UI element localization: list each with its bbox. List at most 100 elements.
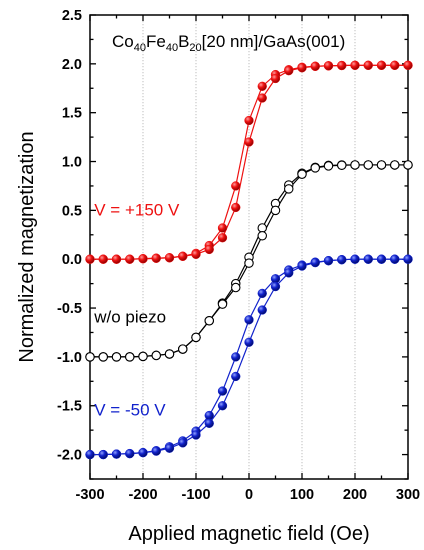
data-point (98, 449, 108, 460)
data-series (85, 60, 413, 460)
data-point (257, 231, 267, 241)
data-point (125, 254, 135, 264)
data-point (390, 254, 400, 264)
chart-title-text: Co40Fe40B20[20 nm]/GaAs(001) (112, 32, 345, 54)
data-point (217, 386, 228, 396)
data-point (217, 223, 228, 233)
axis-tick-labels: -300 -200 -100 0 100 200 300 -2.0 -1.5 -1.0 -0.5 0.… (57, 8, 420, 503)
data-point (310, 163, 320, 173)
data-point (376, 160, 387, 170)
data-point (244, 115, 254, 126)
data-point (217, 233, 228, 243)
data-point (284, 66, 294, 76)
data-point (323, 161, 334, 171)
data-point (270, 73, 281, 84)
axis-ticks (89, 14, 409, 480)
y-tick-label: -2.0 (57, 448, 82, 464)
data-point (204, 410, 214, 421)
data-point (138, 254, 148, 264)
data-point (151, 446, 161, 456)
data-point (244, 258, 254, 268)
x-tick-label: 200 (343, 487, 367, 503)
data-point (191, 430, 201, 440)
data-point (257, 81, 267, 91)
data-point (350, 254, 360, 264)
data-point (138, 351, 148, 362)
data-point (257, 288, 267, 299)
title-subscript: 40 (134, 42, 146, 54)
data-point (125, 352, 135, 362)
data-point (244, 137, 254, 147)
y-tick-label: 2.5 (62, 8, 82, 24)
series-annotation: V = -50 V (94, 401, 166, 420)
data-point (164, 253, 175, 263)
data-point (111, 352, 122, 362)
data-point (231, 371, 241, 382)
data-point (337, 255, 347, 265)
data-point (310, 61, 320, 71)
title-subscript: 20 (189, 42, 201, 54)
x-tick-label: -200 (128, 487, 157, 503)
y-axis-title: Normalized magnetization (16, 131, 38, 362)
data-point (363, 60, 373, 70)
data-point (231, 181, 241, 191)
data-point (151, 253, 161, 263)
title-part: Fe (146, 32, 166, 51)
title-subscript: 40 (166, 42, 178, 54)
data-point (111, 254, 122, 264)
series-group (85, 60, 413, 264)
data-point (244, 337, 254, 347)
data-point (138, 447, 148, 458)
data-point (403, 60, 413, 70)
data-point (85, 254, 95, 264)
data-point (403, 160, 413, 170)
data-point (390, 60, 400, 70)
y-tick-label: 2.0 (62, 57, 82, 73)
x-tick-label: -100 (181, 487, 210, 503)
y-tick-label: 1.5 (62, 106, 82, 122)
data-point (350, 60, 360, 70)
series-annotations: V = +150 V w/o piezo V = -50 V (93, 200, 180, 419)
data-point (284, 268, 294, 278)
y-tick-label: -0.5 (57, 301, 82, 317)
data-point (323, 256, 334, 266)
data-point (376, 60, 387, 70)
x-axis-title: Applied magnetic field (Oe) (128, 523, 369, 545)
data-point (257, 93, 267, 103)
data-point (178, 438, 188, 448)
y-tick-label: -1.5 (57, 399, 82, 415)
data-point (191, 332, 201, 343)
data-point (231, 202, 241, 213)
series-group (85, 160, 413, 362)
data-point (244, 315, 254, 325)
data-point (204, 244, 214, 255)
data-point (297, 63, 307, 73)
data-point (283, 184, 294, 194)
x-tick-label: -300 (75, 487, 104, 503)
data-point (217, 299, 228, 309)
data-point (125, 448, 135, 459)
data-point (98, 352, 109, 362)
data-point (231, 352, 241, 362)
data-point (337, 60, 347, 71)
x-tick-label: 100 (290, 487, 314, 503)
series-group (85, 254, 413, 460)
data-point (270, 281, 281, 292)
y-tick-label: -1.0 (57, 350, 82, 366)
y-tick-label: 0.0 (62, 252, 82, 268)
title-part: Co (112, 32, 134, 51)
x-tick-label: 300 (396, 487, 420, 503)
data-point (151, 350, 162, 361)
data-point (257, 305, 267, 315)
data-point (164, 349, 175, 359)
data-point (297, 169, 307, 179)
data-point (204, 418, 214, 428)
data-point (178, 344, 188, 354)
grid-lines (142, 15, 356, 479)
data-point (336, 160, 347, 170)
chart-title: Co40Fe40B20[20 nm]/GaAs(001) (112, 32, 345, 54)
data-point (231, 282, 241, 293)
y-tick-label: 1.0 (62, 155, 82, 171)
series-annotation: w/o piezo (93, 308, 166, 327)
